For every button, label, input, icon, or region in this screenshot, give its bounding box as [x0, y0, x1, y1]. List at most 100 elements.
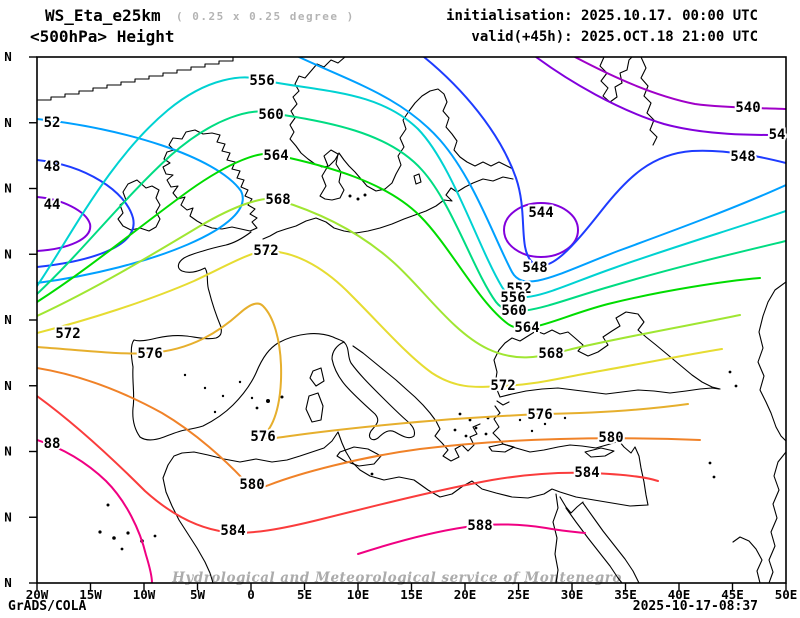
contour-label-548: 548: [730, 149, 755, 165]
model-title: WS_Eta_e25km: [45, 6, 161, 25]
x-tick-label: 20W: [26, 587, 49, 602]
x-tick-label: 45E: [721, 587, 744, 602]
contour-label-580: 580: [239, 477, 264, 493]
contour-label-576: 576: [527, 407, 552, 423]
contour-label-560: 560: [258, 107, 283, 123]
contour-label-588: 588: [467, 518, 492, 534]
y-tick-label: N: [4, 378, 12, 393]
y-tick-label: N: [4, 181, 12, 196]
contour-576: [37, 302, 689, 440]
contour-572: [37, 250, 723, 388]
y-axis: N N N N N N N N N: [4, 49, 37, 590]
x-tick-label: 20E: [454, 587, 477, 602]
x-tick-label: 15W: [79, 587, 102, 602]
contour-588-west: [37, 439, 153, 583]
coast-north-africa: [162, 431, 649, 583]
coastlines: [37, 57, 786, 583]
contour-588-east: [357, 523, 586, 555]
contour-560: [37, 110, 786, 312]
coast-sardinia: [305, 392, 324, 423]
coast-france-iberia: [130, 231, 345, 441]
contour-544-ne: [535, 57, 786, 137]
y-tick-label: N: [4, 115, 12, 130]
contour-label-572: 572: [490, 378, 515, 394]
coast-italy: [331, 341, 416, 441]
coast-blacksea-north: [493, 311, 721, 398]
contour-label-576: 576: [137, 346, 162, 362]
x-tick-label: 10E: [347, 587, 370, 602]
contour-labels: 5405454444548548485255255655656056056456…: [42, 71, 788, 541]
coast-cyprus: [584, 447, 615, 458]
x-tick-label: 5E: [297, 587, 312, 602]
contour-label-560: 560: [501, 303, 526, 319]
coast-sinai: [559, 496, 584, 514]
contour-label-544: 544: [528, 205, 553, 221]
coast-balkans-greece: [352, 345, 481, 462]
x-tick-label: 35E: [614, 587, 637, 602]
coast-britain: [162, 129, 258, 232]
coast-jutland: [319, 149, 345, 201]
contour-label-588: 88: [44, 436, 61, 452]
watermark: Hydrological and Meteorological service …: [171, 570, 622, 586]
x-tick-label: 50E: [775, 587, 798, 602]
coast-gotland: [413, 173, 422, 185]
contour-label-548: 48: [44, 159, 61, 175]
x-tick-label: 25E: [507, 587, 530, 602]
contour-label-552: 52: [44, 115, 61, 131]
grads-credit: GrADS/COLA: [8, 599, 86, 614]
contour-label-584: 584: [220, 523, 245, 539]
contour-label-576: 576: [250, 429, 275, 445]
coast-baltics: [262, 176, 514, 240]
coast-nile: [552, 493, 559, 583]
contour-580: [37, 367, 701, 489]
contour-label-584: 584: [574, 465, 599, 481]
coast-sicily: [336, 446, 382, 467]
x-tick-label: 5W: [190, 587, 206, 602]
y-tick-label: N: [4, 444, 12, 459]
coast-nw-russia-2: [640, 57, 658, 146]
creation-timestamp: 2025-10-17-08:37: [633, 599, 758, 614]
contours: [37, 57, 786, 583]
contour-label-556: 556: [249, 73, 274, 89]
header: WS_Eta_e25km ( 0.25 x 0.25 degree ) <500…: [30, 6, 758, 46]
eta-domain-boundary: [37, 57, 234, 101]
contour-564: [37, 152, 761, 330]
contour-label-540: 540: [735, 100, 760, 116]
x-axis: 20W 15W 10W 5W 0 5E 10E 15E 20E 25E 30E 35E 40E 45E 50…: [26, 583, 798, 602]
contour-label-544: 44: [44, 197, 61, 213]
contour-label-564: 564: [263, 148, 288, 164]
coast-turkey: [492, 405, 649, 506]
contour-552: [298, 57, 786, 283]
field-title: <500hPa> Height: [30, 27, 175, 46]
contour-584: [37, 395, 659, 534]
y-tick-label: N: [4, 575, 12, 590]
x-tick-label: 40E: [668, 587, 691, 602]
contour-552-west: [37, 118, 244, 284]
resolution-label: ( 0.25 x 0.25 degree ): [176, 10, 355, 23]
coast-red-sea-east: [582, 502, 640, 583]
coast-caspian: [757, 281, 786, 442]
contour-548-trough: [423, 57, 786, 267]
island-specks: [98, 193, 738, 551]
init-time-label: initialisation: 2025.10.17. 00:00 UTC: [446, 8, 758, 24]
contour-label-556: 556: [500, 290, 525, 306]
footer: GrADS/COLA 2025-10-17-08:37: [8, 599, 758, 614]
coast-blacksea-south: [499, 387, 720, 398]
y-tick-label: N: [4, 49, 12, 64]
contour-label-580: 580: [598, 430, 623, 446]
coast-arabia: [768, 451, 786, 583]
valid-time-label: valid(+45h): 2025.OCT.18 21:00 UTC: [471, 29, 758, 45]
x-tick-label: 15E: [400, 587, 423, 602]
contour-548-west: [37, 159, 135, 268]
contour-label-552: 552: [506, 281, 531, 297]
coast-crete: [488, 443, 515, 453]
contour-label-572: 572: [253, 243, 278, 259]
map-frame: [36, 56, 787, 584]
coast-scandinavia: [289, 57, 514, 192]
x-tick-label: 30E: [561, 587, 584, 602]
contour-label-564: 564: [514, 320, 539, 336]
contour-label-568: 568: [265, 192, 290, 208]
coast-marmara: [496, 400, 510, 406]
contour-label-544: 54: [769, 127, 786, 143]
contour-label-548: 548: [522, 260, 547, 276]
